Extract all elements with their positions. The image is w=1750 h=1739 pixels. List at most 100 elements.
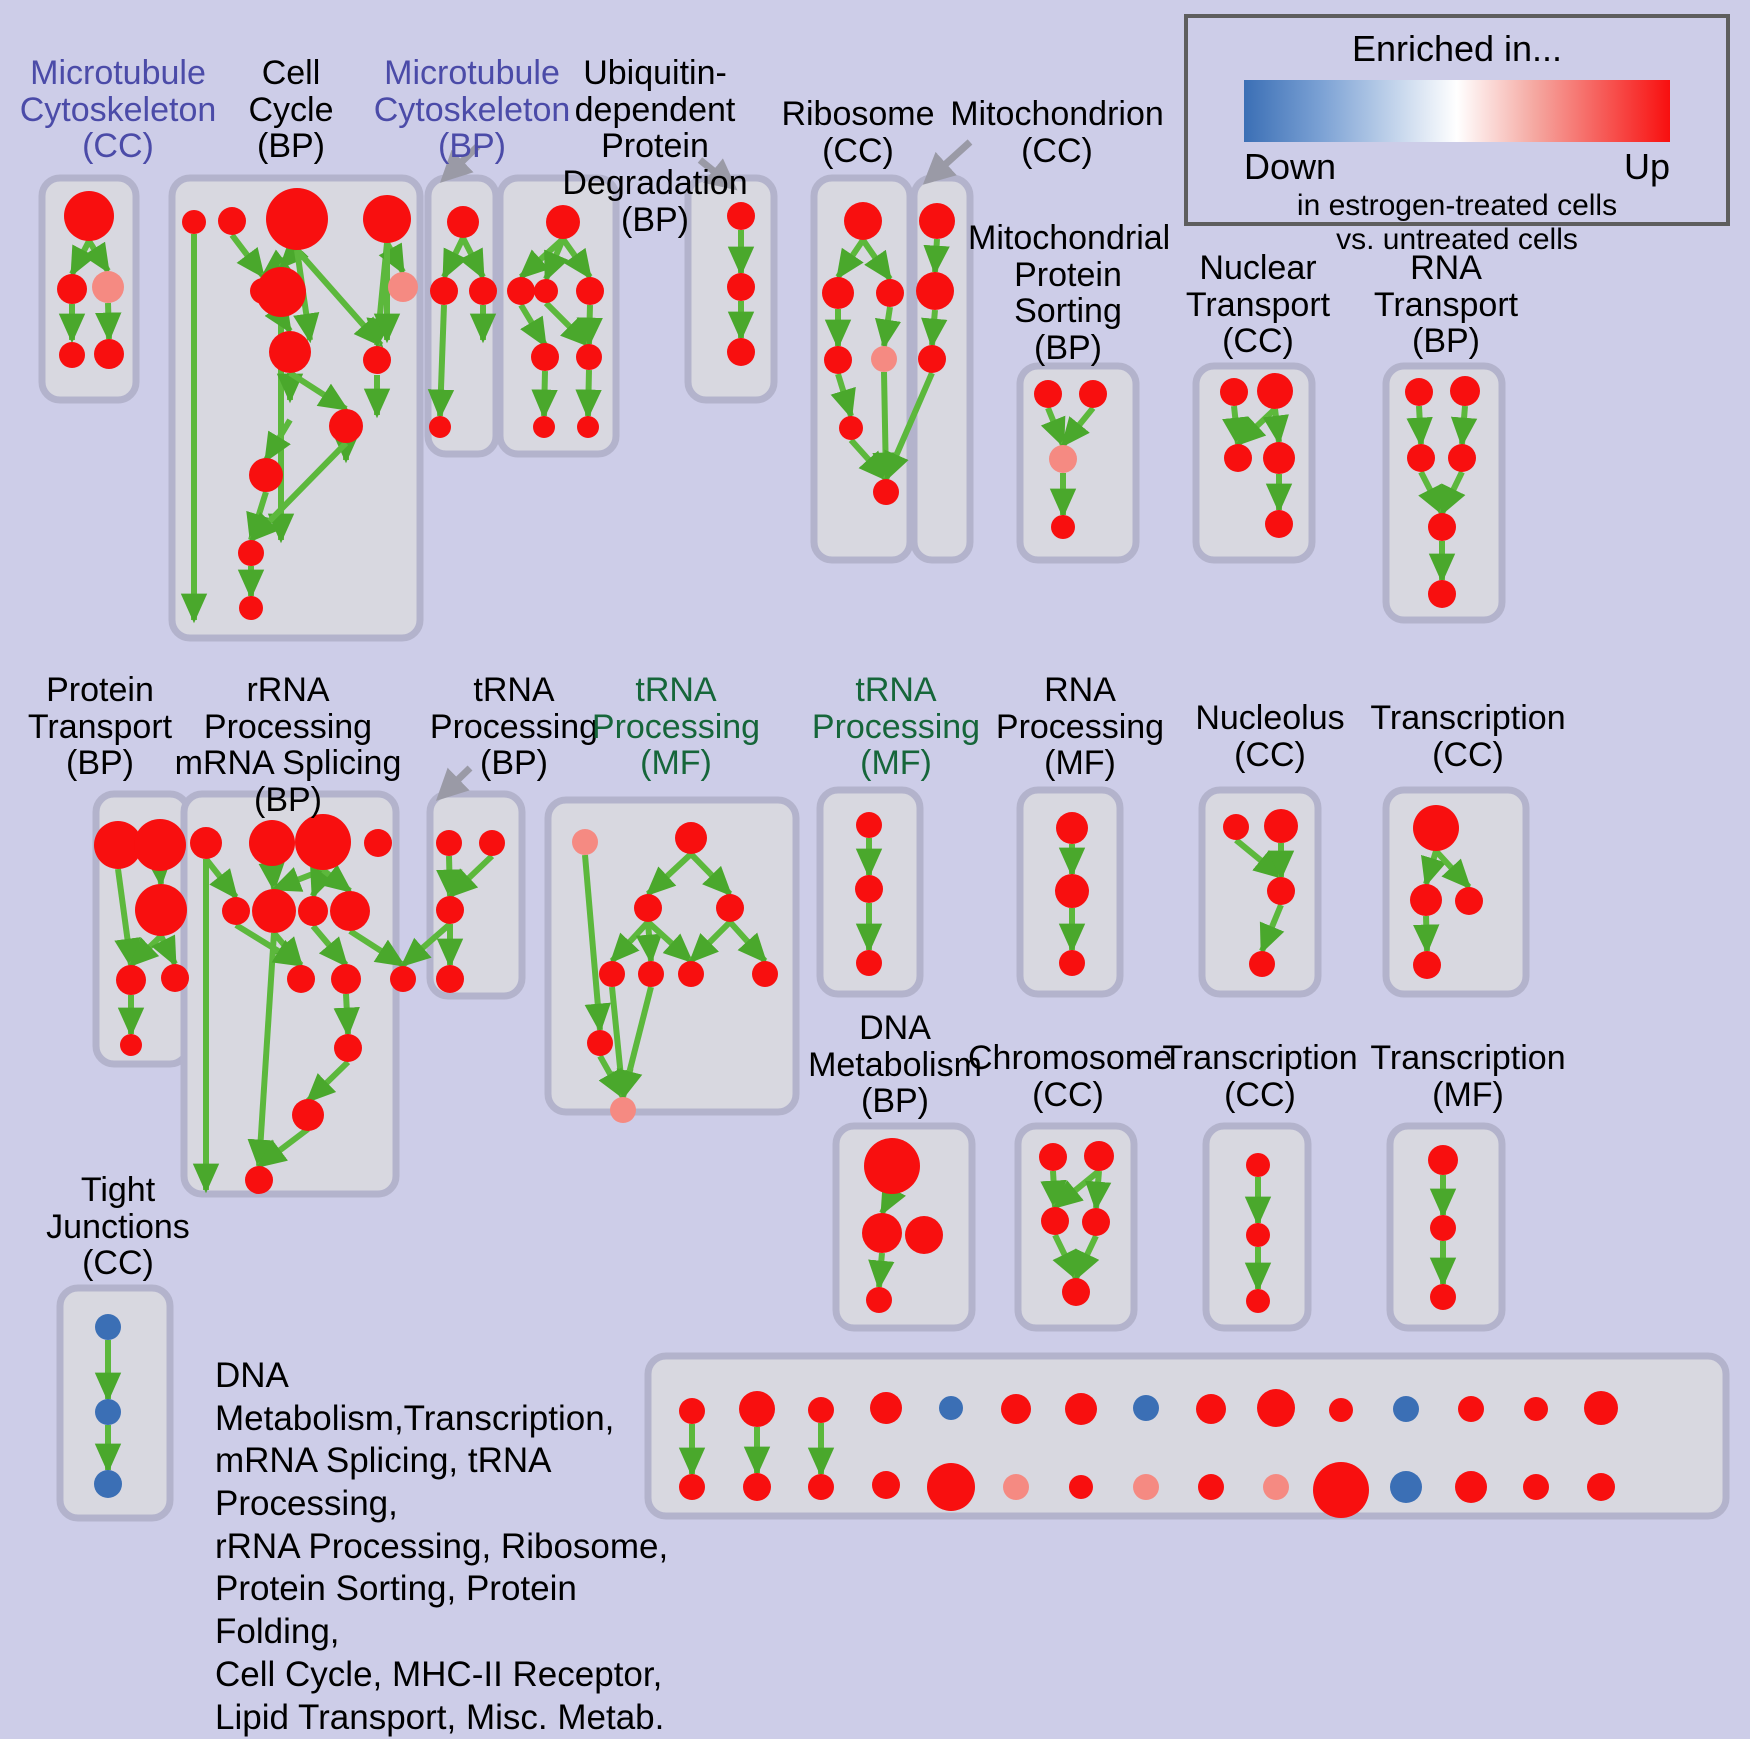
network-node[interactable] (363, 195, 411, 243)
network-node[interactable] (1430, 1215, 1456, 1241)
network-node[interactable] (1065, 1393, 1097, 1425)
network-node[interactable] (1059, 950, 1085, 976)
network-node[interactable] (919, 203, 955, 239)
network-node[interactable] (249, 458, 283, 492)
network-node[interactable] (249, 820, 295, 866)
network-node[interactable] (1407, 444, 1435, 472)
network-node[interactable] (252, 889, 296, 933)
network-node[interactable] (390, 966, 416, 992)
network-node[interactable] (743, 1473, 771, 1501)
network-node[interactable] (678, 961, 704, 987)
network-node[interactable] (364, 829, 392, 857)
network-node[interactable] (1265, 510, 1293, 538)
network-node[interactable] (266, 188, 328, 250)
network-node[interactable] (876, 279, 904, 307)
network-node[interactable] (1264, 809, 1298, 843)
network-node[interactable] (1587, 1473, 1615, 1501)
network-node[interactable] (95, 1399, 121, 1425)
network-node[interactable] (1428, 513, 1456, 541)
network-node[interactable] (135, 884, 187, 936)
network-node[interactable] (1430, 1284, 1456, 1310)
network-node[interactable] (533, 416, 555, 438)
network-node[interactable] (256, 267, 306, 317)
network-node[interactable] (599, 961, 625, 987)
network-node[interactable] (95, 1314, 121, 1340)
network-node[interactable] (269, 331, 311, 373)
network-node[interactable] (1450, 376, 1480, 406)
network-node[interactable] (331, 964, 361, 994)
network-node[interactable] (134, 819, 186, 871)
network-node[interactable] (844, 202, 882, 240)
network-node[interactable] (716, 894, 744, 922)
network-node[interactable] (1198, 1474, 1224, 1500)
network-node[interactable] (871, 346, 897, 372)
network-node[interactable] (1263, 442, 1295, 474)
network-node[interactable] (727, 202, 755, 230)
network-node[interactable] (1079, 380, 1107, 408)
network-node[interactable] (1448, 444, 1476, 472)
network-node[interactable] (1524, 1397, 1548, 1421)
network-node[interactable] (1062, 1278, 1090, 1306)
network-node[interactable] (292, 1099, 324, 1131)
network-node[interactable] (864, 1138, 920, 1194)
network-node[interactable] (239, 596, 263, 620)
network-node[interactable] (218, 207, 246, 235)
network-node[interactable] (1069, 1475, 1093, 1499)
network-node[interactable] (1523, 1474, 1549, 1500)
network-node[interactable] (939, 1396, 963, 1420)
network-node[interactable] (1001, 1394, 1031, 1424)
network-node[interactable] (161, 964, 189, 992)
network-node[interactable] (1584, 1391, 1618, 1425)
network-node[interactable] (855, 875, 883, 903)
network-node[interactable] (1413, 805, 1459, 851)
network-node[interactable] (587, 1030, 613, 1056)
network-node[interactable] (808, 1397, 834, 1423)
network-node[interactable] (329, 409, 363, 443)
network-node[interactable] (447, 206, 479, 238)
network-node[interactable] (1055, 874, 1089, 908)
network-node[interactable] (634, 894, 662, 922)
network-node[interactable] (94, 1470, 122, 1498)
network-node[interactable] (839, 416, 863, 440)
network-node[interactable] (1056, 812, 1088, 844)
network-node[interactable] (120, 1034, 142, 1056)
network-node[interactable] (1034, 380, 1062, 408)
network-node[interactable] (245, 1166, 273, 1194)
network-node[interactable] (436, 830, 462, 856)
network-node[interactable] (572, 829, 598, 855)
network-node[interactable] (918, 345, 946, 373)
network-node[interactable] (1249, 951, 1275, 977)
network-node[interactable] (1410, 884, 1442, 916)
network-node[interactable] (295, 814, 351, 870)
network-node[interactable] (873, 479, 899, 505)
network-node[interactable] (64, 191, 114, 241)
network-node[interactable] (1428, 580, 1456, 608)
network-node[interactable] (727, 338, 755, 366)
network-node[interactable] (739, 1391, 775, 1427)
network-node[interactable] (238, 540, 264, 566)
network-node[interactable] (1246, 1153, 1270, 1177)
network-node[interactable] (1039, 1143, 1067, 1171)
network-node[interactable] (436, 896, 464, 924)
network-node[interactable] (1413, 951, 1441, 979)
network-node[interactable] (479, 830, 505, 856)
network-node[interactable] (1051, 515, 1075, 539)
network-node[interactable] (1082, 1208, 1110, 1236)
network-node[interactable] (222, 897, 250, 925)
network-node[interactable] (92, 271, 124, 303)
network-node[interactable] (1084, 1141, 1114, 1171)
network-node[interactable] (1223, 814, 1249, 840)
network-node[interactable] (856, 812, 882, 838)
network-node[interactable] (1224, 444, 1252, 472)
network-node[interactable] (808, 1474, 834, 1500)
network-node[interactable] (94, 339, 124, 369)
network-node[interactable] (1329, 1398, 1353, 1422)
network-node[interactable] (1003, 1474, 1029, 1500)
network-node[interactable] (856, 950, 882, 976)
network-node[interactable] (1041, 1207, 1069, 1235)
network-node[interactable] (436, 965, 464, 993)
network-node[interactable] (1257, 1389, 1295, 1427)
network-node[interactable] (182, 210, 206, 234)
network-node[interactable] (1267, 877, 1295, 905)
network-node[interactable] (330, 891, 370, 931)
